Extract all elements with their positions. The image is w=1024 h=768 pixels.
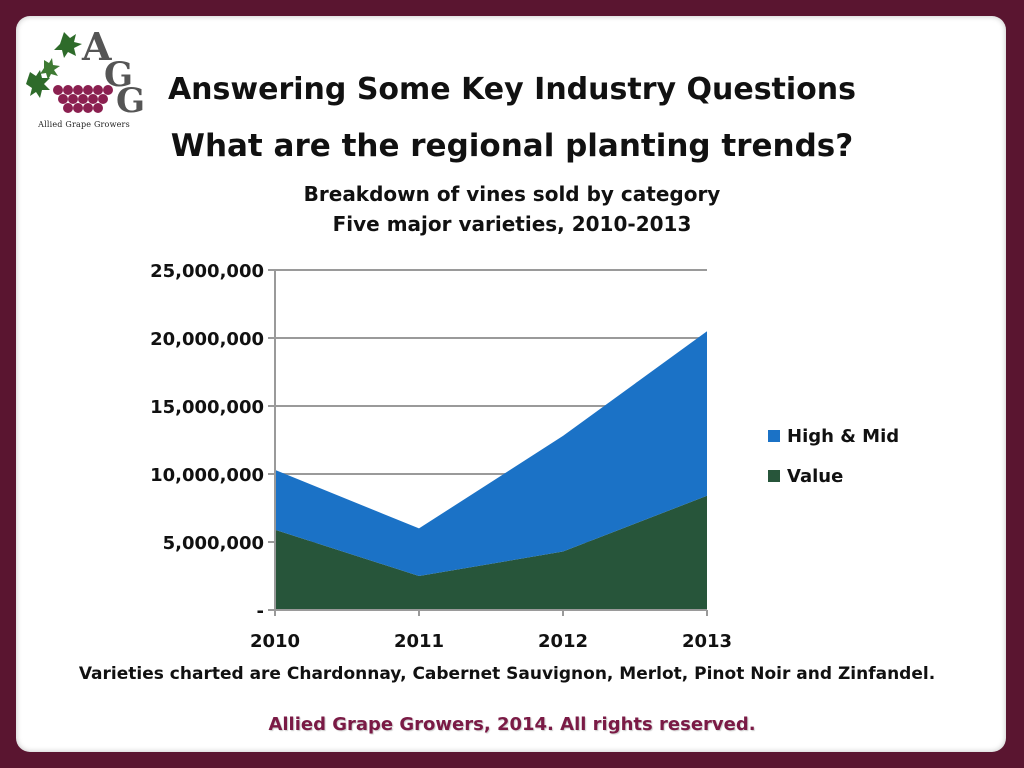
- x-tick-label: 2010: [250, 631, 300, 652]
- legend-swatch: [768, 470, 780, 482]
- chart-title: Breakdown of vines sold by category: [303, 182, 721, 206]
- svg-text:A: A: [81, 24, 112, 69]
- copyright-notice: Allied Grape Growers, 2014. All rights r…: [268, 714, 756, 735]
- area-series-value: [275, 495, 707, 610]
- y-tick-label: -: [257, 601, 264, 622]
- page-title: Answering Some Key Industry Questions: [167, 72, 857, 107]
- x-tick-label: 2012: [538, 631, 588, 652]
- legend-label: High & Mid: [787, 426, 899, 447]
- y-tick-label: 20,000,000: [150, 329, 264, 350]
- y-tick-label: 5,000,000: [163, 533, 264, 554]
- y-tick-label: 15,000,000: [150, 397, 264, 418]
- area-series-high-mid: [275, 331, 707, 576]
- chart-subtitle: Five major varieties, 2010-2013: [332, 212, 692, 236]
- x-tick-label: 2013: [682, 631, 732, 652]
- legend-swatch: [768, 430, 780, 442]
- x-tick-label: 2011: [394, 631, 444, 652]
- legend-label: Value: [787, 466, 843, 487]
- slide-frame: [16, 16, 1006, 752]
- svg-text:G: G: [116, 81, 144, 121]
- y-tick-label: 25,000,000: [150, 261, 264, 282]
- logo-caption: Allied Grape Growers: [38, 120, 130, 129]
- svg-text:G: G: [104, 55, 133, 95]
- y-tick-label: 10,000,000: [150, 465, 264, 486]
- varieties-footnote: Varieties charted are Chardonnay, Cabern…: [78, 664, 936, 684]
- allied-grape-growers-logo: A G G Allied Grape Growers: [24, 24, 145, 134]
- page-subtitle: What are the regional planting trends?: [170, 128, 854, 164]
